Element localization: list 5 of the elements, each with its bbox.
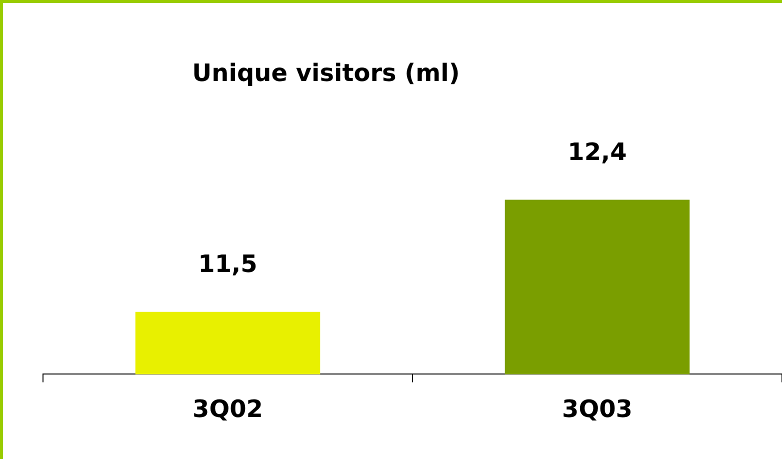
x-tick-label: 3Q02 xyxy=(192,394,263,423)
x-tick-label: 3Q03 xyxy=(562,394,632,423)
data-label: 12,4 xyxy=(568,138,627,166)
chart-title: Unique visitors (ml) xyxy=(192,59,460,88)
data-label: 11,5 xyxy=(198,250,258,278)
